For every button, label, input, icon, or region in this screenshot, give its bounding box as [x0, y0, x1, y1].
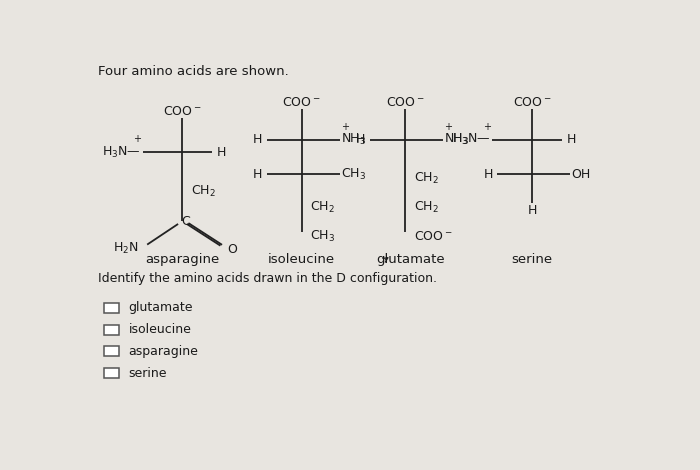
Text: NH$_3$: NH$_3$ [444, 132, 469, 147]
Text: C: C [181, 215, 190, 227]
Text: H$_3$N—: H$_3$N— [452, 132, 491, 147]
Bar [104, 325, 119, 335]
Text: NH$_3$: NH$_3$ [341, 132, 366, 147]
Text: Four amino acids are shown.: Four amino acids are shown. [98, 65, 289, 78]
Text: H$_2$N: H$_2$N [113, 241, 139, 256]
Text: H: H [356, 133, 365, 146]
Text: H: H [566, 133, 576, 146]
Text: asparagine: asparagine [146, 252, 220, 266]
Text: CH$_2$: CH$_2$ [311, 200, 335, 215]
Text: COO$^-$: COO$^-$ [513, 96, 552, 109]
Text: CH$_2$: CH$_2$ [191, 184, 216, 199]
Text: COO$^-$: COO$^-$ [283, 96, 321, 109]
Text: H$_3$N—: H$_3$N— [102, 145, 141, 160]
Text: H: H [528, 204, 537, 218]
Bar [104, 368, 119, 378]
Text: +: + [341, 122, 349, 132]
Text: H: H [216, 146, 226, 159]
Text: CH$_3$: CH$_3$ [341, 166, 366, 181]
Text: CH$_3$: CH$_3$ [311, 229, 335, 244]
Text: COO$^-$: COO$^-$ [386, 96, 424, 109]
Bar [104, 303, 119, 313]
Text: +: + [133, 134, 141, 144]
Text: serine: serine [512, 252, 553, 266]
Text: Identify the amino acids drawn in the D configuration.: Identify the amino acids drawn in the D … [98, 273, 438, 285]
Bar [104, 346, 119, 356]
Text: CH$_2$: CH$_2$ [414, 200, 438, 215]
Text: H: H [484, 167, 493, 180]
Text: asparagine: asparagine [129, 345, 199, 358]
Text: glutamate: glutamate [376, 252, 444, 266]
Text: isoleucine: isoleucine [268, 252, 335, 266]
Text: COO$^-$: COO$^-$ [414, 230, 452, 243]
Text: COO$^-$: COO$^-$ [163, 105, 202, 118]
Text: +: + [482, 122, 491, 132]
Text: H: H [253, 167, 262, 180]
Text: glutamate: glutamate [129, 301, 193, 314]
Text: +: + [444, 122, 452, 132]
Text: O: O [227, 243, 237, 256]
Text: OH: OH [571, 167, 591, 180]
Text: serine: serine [129, 367, 167, 380]
Text: isoleucine: isoleucine [129, 323, 192, 336]
Text: H: H [253, 133, 262, 146]
Text: CH$_2$: CH$_2$ [414, 171, 438, 186]
